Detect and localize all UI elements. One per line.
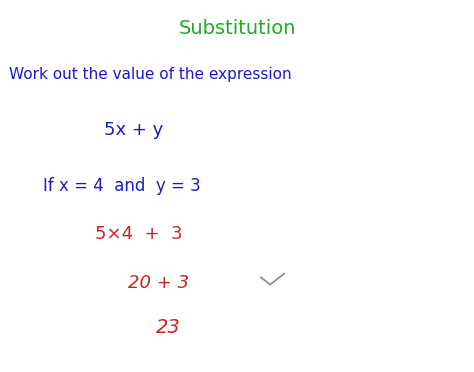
Text: 23: 23 [156,318,181,337]
Text: Work out the value of the expression: Work out the value of the expression [9,67,292,82]
Text: If x = 4  and  y = 3: If x = 4 and y = 3 [43,177,201,195]
Text: Substitution: Substitution [178,19,296,38]
Text: 20 + 3: 20 + 3 [128,274,189,292]
Text: 5x + y: 5x + y [104,121,164,139]
Text: 5×4  +  3: 5×4 + 3 [95,225,182,243]
